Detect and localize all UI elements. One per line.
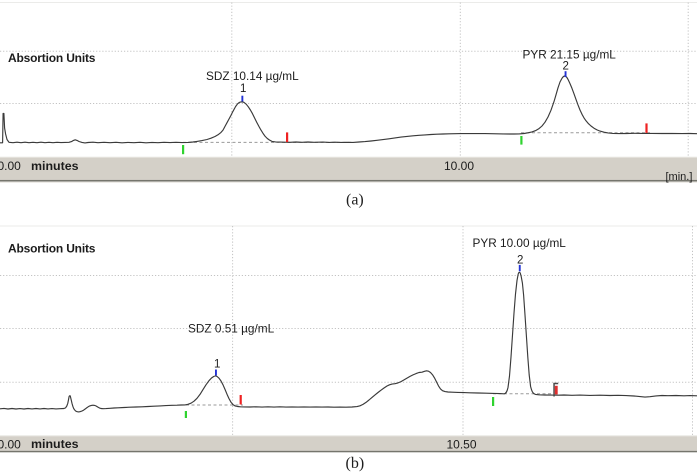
svg-text:0.00: 0.00 xyxy=(0,159,21,173)
svg-text:SDZ 0.51 µg/mL: SDZ 0.51 µg/mL xyxy=(188,322,275,336)
svg-text:(a): (a) xyxy=(346,192,364,209)
svg-text:minutes: minutes xyxy=(31,437,79,451)
svg-text:minutes: minutes xyxy=(31,159,79,173)
svg-text:2: 2 xyxy=(563,61,569,73)
svg-text:Absortion Units: Absortion Units xyxy=(8,51,96,65)
svg-text:PYR 10.00 µg/mL: PYR 10.00 µg/mL xyxy=(473,236,567,250)
svg-text:[min.]: [min.] xyxy=(666,171,693,183)
svg-text:PYR 21.15 µg/mL: PYR 21.15 µg/mL xyxy=(523,48,617,62)
svg-text:10.00: 10.00 xyxy=(444,159,474,173)
svg-text:1: 1 xyxy=(214,359,220,371)
svg-text:(b): (b) xyxy=(346,455,365,472)
svg-text:0.00: 0.00 xyxy=(0,437,21,451)
svg-text:Absortion Units: Absortion Units xyxy=(8,242,96,256)
svg-text:2: 2 xyxy=(517,255,523,267)
svg-text:10.50: 10.50 xyxy=(447,437,477,451)
svg-text:SDZ 10.14 µg/mL: SDZ 10.14 µg/mL xyxy=(206,69,299,83)
svg-text:1: 1 xyxy=(240,83,246,95)
